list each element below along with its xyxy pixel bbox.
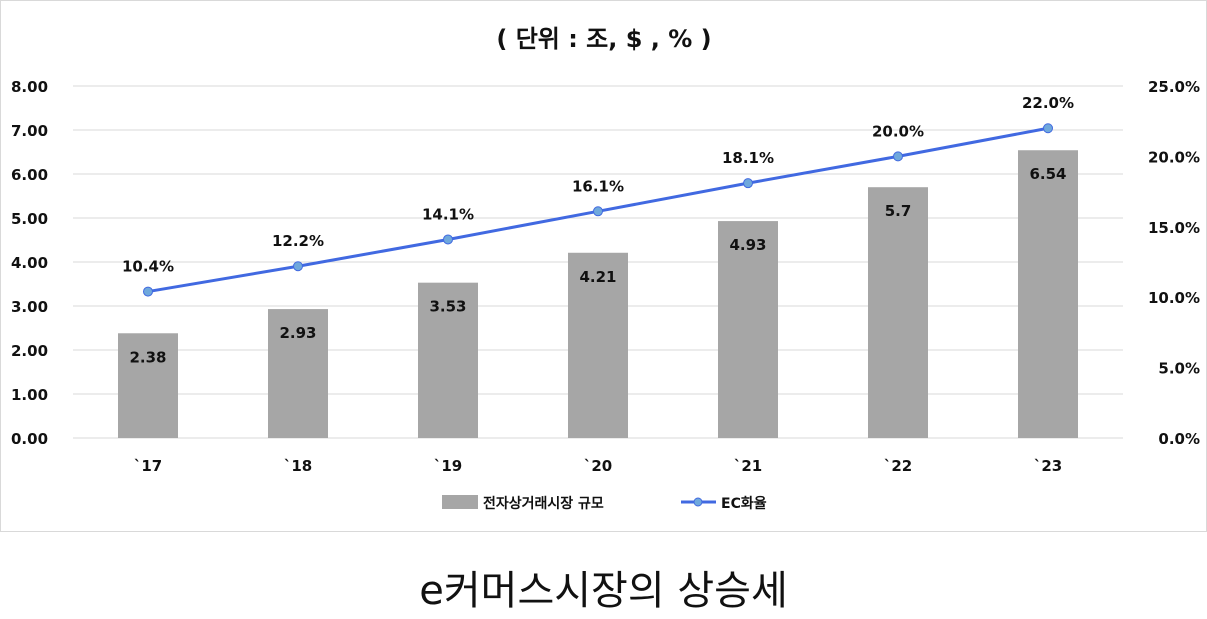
left-tick-label: 3.00	[11, 298, 48, 316]
right-axis: 0.0% 5.0% 10.0% 15.0% 20.0% 25.0%	[1148, 78, 1200, 448]
x-axis: `17 `18 `19 `20 `21 `22 `23	[134, 457, 1062, 475]
x-tick-label: `18	[284, 457, 312, 475]
line-series: 10.4% 12.2% 14.1% 16.1% 18.1% 20.0% 22.0%	[122, 94, 1074, 297]
chart-panel: ( 단위 : 조, $ , % ) 0.00 1.00 2.00 3.00 4.00 5.…	[0, 0, 1207, 532]
bar-value-label: 4.93	[729, 236, 766, 254]
legend-bar-label: 전자상거래시장 규모	[483, 495, 604, 512]
bar	[568, 252, 628, 438]
line-point	[893, 151, 903, 162]
bar-value-label: 6.54	[1029, 165, 1066, 183]
line-value-label: 16.1%	[572, 177, 624, 195]
left-tick-label: 1.00	[11, 386, 48, 404]
bar-series: 2.38 2.93 3.53 4.21 4.93 5.7 6.54	[118, 150, 1078, 439]
bar-value-label: 5.7	[885, 202, 912, 220]
combo-chart: ( 단위 : 조, $ , % ) 0.00 1.00 2.00 3.00 4.00 5.…	[11, 25, 1200, 512]
bar	[268, 309, 328, 438]
left-tick-label: 8.00	[11, 78, 48, 96]
line-point	[443, 234, 453, 245]
bar-value-label: 2.38	[129, 348, 166, 366]
left-tick-label: 6.00	[11, 166, 48, 184]
bar-value-label: 3.53	[429, 298, 466, 316]
x-tick-label: `17	[134, 457, 162, 475]
legend-line-label: EC화율	[721, 495, 767, 512]
left-tick-label: 4.00	[11, 254, 48, 272]
line-point	[593, 206, 603, 217]
right-tick-label: 5.0%	[1158, 360, 1200, 378]
bar	[118, 333, 178, 438]
bar	[1018, 150, 1078, 439]
bar	[868, 187, 928, 438]
right-tick-label: 15.0%	[1148, 219, 1200, 237]
chart-title: ( 단위 : 조, $ , % )	[496, 25, 711, 53]
left-tick-label: 2.00	[11, 342, 48, 360]
line-point	[743, 178, 753, 189]
line-point	[143, 286, 153, 297]
x-tick-label: `22	[884, 457, 912, 475]
x-tick-label: `20	[584, 457, 612, 475]
legend-bar-swatch	[442, 495, 478, 509]
page-caption: e커머스시장의 상승세	[419, 568, 788, 614]
line-value-label: 18.1%	[722, 149, 774, 167]
legend: 전자상거래시장 규모 EC화율	[442, 495, 767, 512]
line-value-label: 10.4%	[122, 258, 174, 276]
line-value-label: 14.1%	[422, 205, 474, 223]
right-tick-label: 25.0%	[1148, 78, 1200, 96]
right-tick-label: 0.0%	[1158, 430, 1200, 448]
bar-value-label: 2.93	[279, 324, 316, 342]
left-tick-label: 5.00	[11, 210, 48, 228]
bar	[418, 282, 478, 438]
left-tick-label: 7.00	[11, 122, 48, 140]
bar-value-label: 4.21	[579, 268, 616, 286]
bar	[718, 221, 778, 438]
left-tick-label: 0.00	[11, 430, 48, 448]
x-tick-label: `21	[734, 457, 762, 475]
x-tick-label: `23	[1034, 457, 1062, 475]
line-value-label: 12.2%	[272, 232, 324, 250]
line-point	[1043, 123, 1053, 134]
line-value-label: 22.0%	[1022, 94, 1074, 112]
right-tick-label: 20.0%	[1148, 148, 1200, 166]
legend-line-marker	[693, 497, 703, 507]
line-value-label: 20.0%	[872, 122, 924, 140]
line-point	[293, 261, 303, 272]
x-tick-label: `19	[434, 457, 462, 475]
left-axis: 0.00 1.00 2.00 3.00 4.00 5.00 6.00 7.00 8.00	[11, 78, 48, 448]
right-tick-label: 10.0%	[1148, 289, 1200, 307]
